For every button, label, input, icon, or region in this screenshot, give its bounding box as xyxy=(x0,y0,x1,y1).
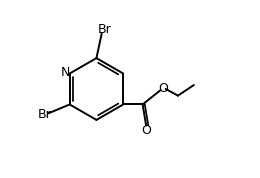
Text: Br: Br xyxy=(98,23,112,36)
Text: O: O xyxy=(159,82,168,95)
Text: O: O xyxy=(141,124,151,137)
Text: Br: Br xyxy=(38,108,51,121)
Text: N: N xyxy=(61,66,70,79)
